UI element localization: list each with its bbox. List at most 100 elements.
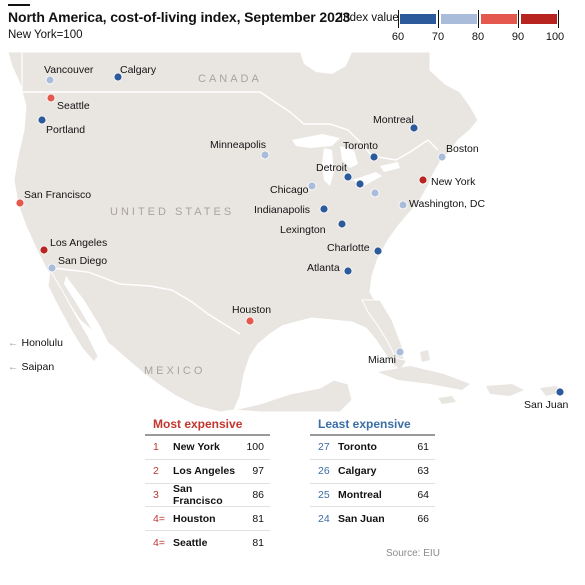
- city-label-detroit: Detroit: [316, 162, 347, 174]
- city-label-lexington: Lexington: [280, 224, 326, 236]
- value-cell: 81: [252, 537, 264, 550]
- legend-bin-80-90: [481, 14, 517, 24]
- city-marker-miami: [395, 347, 405, 357]
- city-marker-boston: [437, 152, 447, 162]
- land-mexico-south: [233, 379, 353, 413]
- rank-cell: 2: [153, 465, 159, 478]
- offmap-honolulu: ← Honolulu: [8, 337, 63, 349]
- city-label-portland: Portland: [46, 124, 85, 136]
- city-label-washington: Washington, DC: [409, 198, 485, 210]
- legend-tick: [518, 10, 519, 28]
- value-cell: 97: [252, 465, 264, 478]
- legend-label-60: 60: [391, 31, 405, 43]
- chart-title: North America, cost-of-living index, Sep…: [8, 9, 351, 25]
- rank-cell: 1: [153, 441, 159, 454]
- legend-label-90: 90: [511, 31, 525, 43]
- offmap-saipan: ← Saipan: [8, 361, 54, 373]
- table-row: 27 Toronto 61: [310, 436, 435, 460]
- rank-cell: 4=: [153, 537, 165, 550]
- rank-cell: 4=: [153, 512, 165, 525]
- country-label-usa: UNITED STATES: [110, 206, 234, 218]
- city-marker-toronto: [369, 152, 379, 162]
- value-cell: 63: [417, 465, 429, 478]
- city-cell: New York: [173, 441, 220, 454]
- value-cell: 100: [246, 441, 264, 454]
- city-label-san-diego: San Diego: [58, 255, 107, 267]
- header-rule: [8, 4, 30, 6]
- lake-huron: [340, 146, 358, 168]
- table-row: 25 Montreal 64: [310, 484, 435, 508]
- value-cell: 81: [252, 512, 264, 525]
- table-row: 24 San Juan 66: [310, 507, 435, 531]
- city-marker-atlanta: [343, 266, 353, 276]
- city-label-indianapolis: Indianapolis: [254, 204, 310, 216]
- city-label-chicago: Chicago: [270, 184, 309, 196]
- table-row: 1 New York 100: [145, 436, 270, 460]
- legend-label-80: 80: [471, 31, 485, 43]
- city-label-minneapolis: Minneapolis: [210, 139, 266, 151]
- city-label-charlotte: Charlotte: [327, 242, 370, 254]
- city-marker-calgary: [113, 72, 123, 82]
- offmap-honolulu-label: Honolulu: [21, 337, 63, 349]
- city-marker-indianapolis: [319, 204, 329, 214]
- legend-tick: [478, 10, 479, 28]
- land-baja: [47, 268, 99, 363]
- us-mexico-border: [51, 267, 241, 335]
- land-jamaica: [438, 396, 456, 404]
- country-label-canada: CANADA: [198, 73, 262, 85]
- city-label-boston: Boston: [446, 143, 479, 155]
- city-marker-san-francisco: [15, 198, 25, 208]
- city-label-los-angeles: Los Angeles: [50, 237, 107, 249]
- canada-us-border: [22, 91, 439, 161]
- city-marker-houston: [245, 316, 255, 326]
- arrow-left-icon: ←: [8, 361, 19, 373]
- rank-cell: 27: [318, 441, 330, 454]
- legend-label-100: 100: [545, 31, 565, 43]
- city-marker-minneapolis: [260, 150, 270, 160]
- city-label-miami: Miami: [368, 354, 396, 366]
- city-marker-washington: [398, 200, 408, 210]
- city-marker-portland: [37, 115, 47, 125]
- city-label-vancouver: Vancouver: [44, 64, 94, 76]
- city-label-calgary: Calgary: [120, 64, 157, 76]
- rank-cell: 3: [153, 488, 159, 501]
- rank-cell: 26: [318, 465, 330, 478]
- city-marker-detroit-1: [343, 172, 353, 182]
- gulf-california-water: [64, 276, 110, 350]
- city-marker-seattle: [46, 93, 56, 103]
- value-cell: 61: [417, 441, 429, 454]
- table-row: 26 Calgary 63: [310, 460, 435, 484]
- land-cuba: [378, 366, 470, 390]
- lake-superior: [292, 134, 340, 148]
- hudson-bay-water: [300, 52, 352, 74]
- table-row: 3 San Francisco 86: [145, 483, 270, 508]
- rank-cell: 24: [318, 513, 330, 526]
- city-cell: San Francisco: [173, 483, 223, 507]
- legend-tick: [438, 10, 439, 28]
- city-marker-chicago: [307, 181, 317, 191]
- legend-title: Index value: [340, 12, 399, 24]
- city-label-seattle: Seattle: [57, 100, 90, 112]
- table-row: 2 Los Angeles 97: [145, 460, 270, 484]
- land-puerto-rico: [540, 386, 562, 396]
- city-label-san-juan: San Juan: [524, 399, 569, 411]
- city-marker-san-diego: [47, 263, 57, 273]
- offmap-saipan-label: Saipan: [21, 361, 55, 373]
- city-label-san-francisco: San Francisco: [24, 189, 91, 201]
- city-label-houston: Houston: [232, 304, 271, 316]
- city-marker-detroit-2: [355, 179, 365, 189]
- city-label-atlanta: Atlanta: [307, 262, 340, 274]
- table-row: 4= Seattle 81: [145, 531, 270, 555]
- land-florida: [361, 299, 405, 361]
- arrow-left-icon: ←: [8, 337, 19, 349]
- city-cell: Houston: [173, 512, 216, 525]
- city-cell: Los Angeles: [173, 465, 236, 478]
- value-cell: 66: [417, 513, 429, 526]
- city-cell: Toronto: [338, 441, 377, 454]
- value-cell: 86: [252, 488, 264, 501]
- table-row: 4= Houston 81: [145, 507, 270, 532]
- city-marker-montreal: [409, 123, 419, 133]
- chart-subtitle: New York=100: [8, 29, 83, 41]
- land-hispaniola: [486, 384, 524, 396]
- legend-tick: [558, 10, 559, 28]
